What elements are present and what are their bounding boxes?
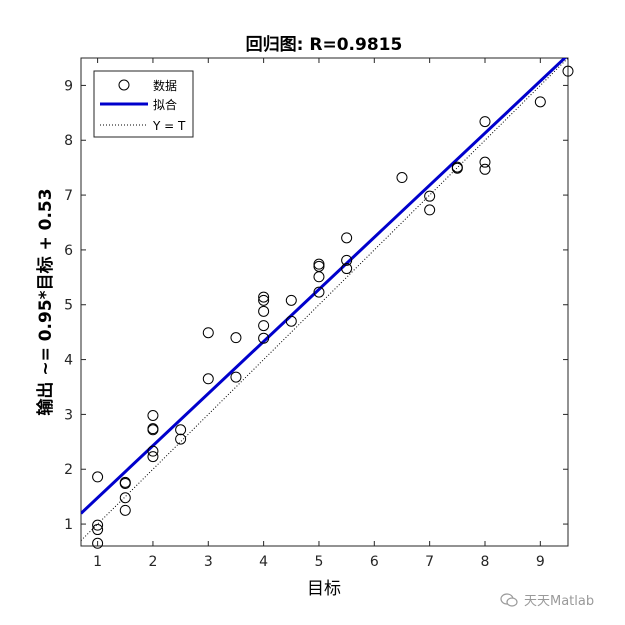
y-axis-ticks: 1 2 3 4 5 6 7 8 9 [64,78,568,533]
data-point [119,504,131,516]
data-point [175,433,187,445]
legend-item-identity: Y = T [152,119,186,133]
x-tick-label: 7 [425,554,434,570]
data-point [341,254,353,266]
data-point [92,519,104,531]
data-point [147,423,159,435]
y-tick-label: 6 [64,243,73,259]
y-axis-label: 输出 ~= 0.95*目标 + 0.53 [35,188,56,415]
fit-line [81,58,567,515]
data-point [258,291,270,303]
identity-line [81,58,568,541]
watermark: 天天Matlab [500,590,594,609]
data-point [313,286,325,298]
x-tick-label: 8 [481,554,490,570]
data-point [202,373,214,385]
data-point [562,65,574,77]
data-point [341,232,353,244]
data-point [396,172,408,184]
data-points [92,65,574,549]
x-tick-label: 5 [315,554,324,570]
data-point [230,371,242,383]
data-point [424,204,436,216]
data-point [202,327,214,339]
data-point [534,96,546,108]
y-tick-label: 2 [64,462,73,478]
data-point [451,161,463,173]
data-point [92,524,104,536]
data-point [258,332,270,344]
data-point [285,315,297,327]
data-point [424,190,436,202]
data-point [119,476,131,488]
data-point [341,263,353,275]
legend-item-data: 数据 [153,78,177,93]
data-point [147,451,159,463]
x-tick-label: 3 [204,554,213,570]
watermark-text: 天天Matlab [524,594,595,609]
y-tick-label: 1 [64,517,73,533]
wechat-icon [500,592,518,607]
data-point [230,332,242,344]
x-tick-label: 2 [148,554,157,570]
legend: 数据 拟合 Y = T [93,70,194,138]
y-tick-label: 9 [64,78,73,94]
data-point [92,471,104,483]
data-point [147,445,159,457]
x-tick-label: 9 [536,554,545,570]
chart-title: 回归图: R=0.9815 [246,34,403,55]
y-tick-label: 7 [64,188,73,204]
y-tick-label: 8 [64,133,73,149]
x-tick-label: 1 [93,554,102,570]
plot-area [80,57,569,547]
y-tick-label: 4 [64,353,73,369]
x-tick-label: 6 [370,554,379,570]
data-point [119,492,131,504]
data-point [313,258,325,270]
data-point [258,305,270,317]
data-point [175,424,187,436]
data-point [479,163,491,175]
data-point [285,294,297,306]
x-axis-ticks: 1 2 3 4 5 6 7 8 9 [93,58,545,570]
data-point [258,320,270,332]
legend-item-fit: 拟合 [153,97,177,112]
data-point [147,410,159,422]
x-axis-label: 目标 [307,579,341,599]
data-point [479,156,491,168]
x-tick-label: 4 [259,554,268,570]
y-tick-label: 3 [64,407,73,423]
data-point [258,294,270,306]
fit-lines [81,58,568,541]
legend-data-marker [118,79,130,91]
data-point [92,537,104,549]
data-point [479,116,491,128]
y-tick-label: 5 [64,298,73,314]
